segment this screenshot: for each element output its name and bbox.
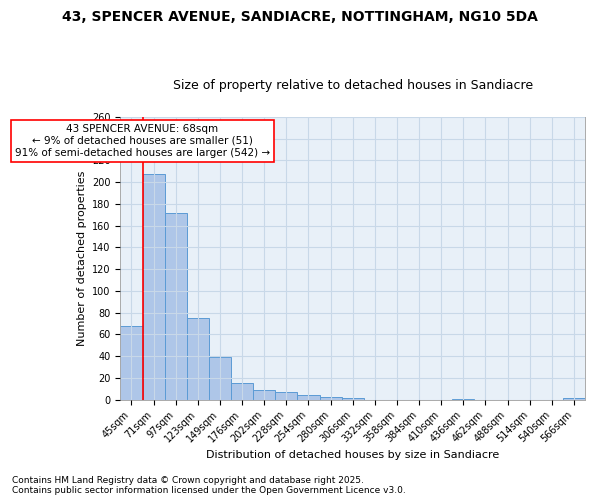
X-axis label: Distribution of detached houses by size in Sandiacre: Distribution of detached houses by size … — [206, 450, 499, 460]
Bar — [209, 358, 231, 400]
Bar — [253, 390, 275, 400]
Bar — [320, 396, 341, 400]
Bar — [143, 174, 164, 400]
Text: 43 SPENCER AVENUE: 68sqm
← 9% of detached houses are smaller (51)
91% of semi-de: 43 SPENCER AVENUE: 68sqm ← 9% of detache… — [15, 124, 270, 158]
Title: Size of property relative to detached houses in Sandiacre: Size of property relative to detached ho… — [173, 79, 533, 92]
Y-axis label: Number of detached properties: Number of detached properties — [77, 170, 86, 346]
Bar — [563, 398, 585, 400]
Bar — [121, 326, 143, 400]
Bar — [452, 398, 475, 400]
Text: Contains HM Land Registry data © Crown copyright and database right 2025.
Contai: Contains HM Land Registry data © Crown c… — [12, 476, 406, 495]
Bar — [231, 384, 253, 400]
Bar — [341, 398, 364, 400]
Bar — [187, 318, 209, 400]
Bar — [298, 396, 320, 400]
Bar — [164, 212, 187, 400]
Text: 43, SPENCER AVENUE, SANDIACRE, NOTTINGHAM, NG10 5DA: 43, SPENCER AVENUE, SANDIACRE, NOTTINGHA… — [62, 10, 538, 24]
Bar — [275, 392, 298, 400]
